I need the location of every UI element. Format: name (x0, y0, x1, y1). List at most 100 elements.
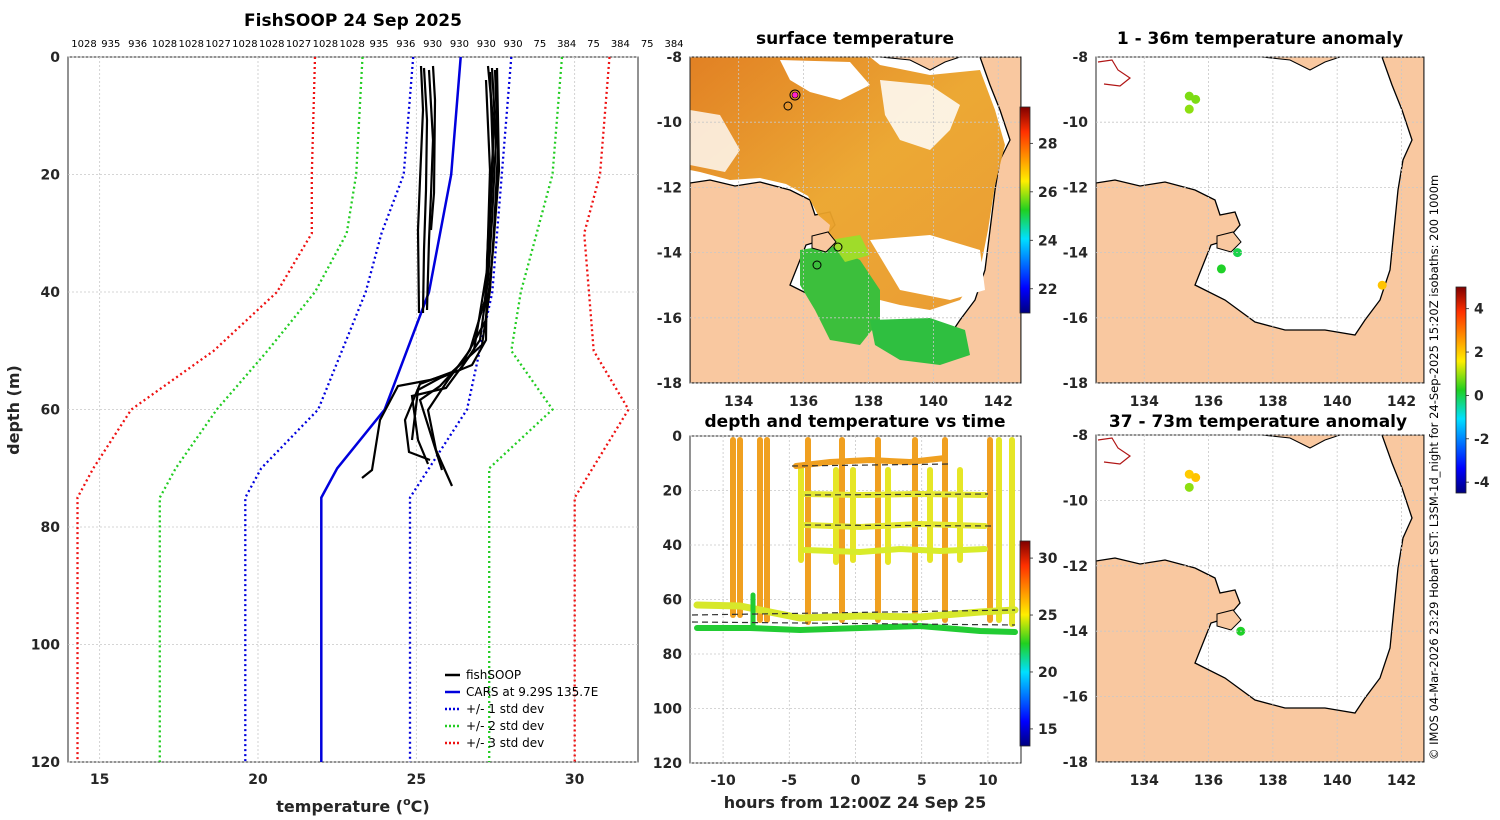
anom2-points (1184, 469, 1246, 636)
sst-gap (780, 60, 870, 100)
profile-line--2-std (158, 56, 364, 762)
top-id-label: 1027 (205, 39, 230, 50)
colorbar-label: 26 (1038, 185, 1057, 201)
top-id-label: 930 (504, 39, 523, 50)
depth-time-title: depth and temperature vs time (705, 412, 1006, 432)
map-ytick: -12 (1063, 559, 1088, 575)
map-xtick: 142 (1387, 773, 1416, 789)
depth-band (793, 455, 948, 469)
colorbar-label: 20 (1038, 665, 1058, 681)
sst-gap (690, 110, 740, 172)
top-id-label: 384 (611, 39, 630, 50)
colorbar-label: 24 (1038, 233, 1058, 249)
fishsoop-cast (429, 65, 437, 231)
top-id-label: 1028 (152, 39, 177, 50)
sst-land-north (879, 57, 961, 71)
profile-panel: FishSOOP 24 Sep 2025 1028 935 936 1028 1028 1… (4, 11, 684, 816)
anom2-isobath (1097, 437, 1132, 465)
top-id-label: 930 (477, 39, 496, 50)
top-id-label: 935 (101, 39, 120, 50)
anom1-land (1096, 57, 1424, 383)
profile-xlabel: temperature (oC) (276, 795, 429, 816)
map-xtick: 138 (1258, 773, 1287, 789)
depth-time-ytick: 120 (653, 756, 682, 772)
map-xtick: 142 (984, 394, 1013, 410)
anom1-land-north (1261, 57, 1341, 71)
map-ytick: -18 (657, 376, 682, 392)
ref-line (691, 609, 1016, 616)
colorbar-label: -4 (1474, 475, 1490, 491)
top-id-label: 75 (534, 39, 547, 50)
map-xtick: 136 (789, 394, 818, 410)
top-id-label: 935 (369, 39, 388, 50)
sst-colorbar (1019, 106, 1031, 314)
map-ytick: -14 (657, 246, 683, 262)
map-ytick: -8 (1072, 428, 1088, 444)
map-xtick: 138 (1258, 394, 1287, 410)
depth-time-panel: depth and temperature vs time (653, 412, 1058, 812)
anom1-title: 1 - 36m temperature anomaly (1117, 29, 1403, 49)
depth-band (802, 545, 988, 556)
depth-time-ytick: 40 (663, 538, 683, 554)
map-ytick: -12 (657, 180, 682, 196)
profile-xtick: 30 (565, 772, 585, 788)
sst-map-panel: surface temperature (657, 29, 1058, 410)
sst-vessel-position (791, 91, 799, 99)
anom1-point (1216, 264, 1226, 274)
legend-std1: +/- 1 std dev (466, 702, 544, 716)
anom1-point (1191, 94, 1201, 104)
map-xtick: 134 (1130, 773, 1159, 789)
fishsoop-cast (410, 79, 492, 465)
map-ytick: -14 (1063, 624, 1089, 640)
profile-line--3-std (76, 56, 317, 762)
colorbar-label: 25 (1038, 608, 1057, 624)
profile-ytick: 100 (31, 638, 60, 654)
depth-band (693, 601, 1019, 622)
colorbar-label: 28 (1038, 136, 1057, 152)
anom1-isobath (1097, 59, 1132, 87)
depth-time-xtick: -5 (782, 773, 798, 789)
anom2-land-north (1261, 435, 1341, 449)
profile-xtick: 20 (248, 772, 268, 788)
map-ytick: -8 (1072, 50, 1088, 66)
sst-cool-water-south (870, 318, 970, 365)
fishsoop-cast (416, 65, 425, 314)
profile-ytick: 60 (41, 403, 61, 419)
map-ytick: -16 (1063, 690, 1088, 706)
sst-gap (880, 80, 960, 150)
map-xtick: 134 (724, 394, 753, 410)
profile-ytick: 0 (50, 50, 60, 66)
top-id-label: 1028 (232, 39, 257, 50)
depth-time-xtick: 5 (917, 773, 927, 789)
map-xtick: 140 (1323, 773, 1352, 789)
map-ytick: -12 (1063, 180, 1088, 196)
anom2-point (1191, 473, 1201, 483)
colorbar-label: 15 (1038, 722, 1057, 738)
anomaly-shallow-panel: 1 - 36m temperature anomaly 134 136 138 140… (1063, 29, 1490, 494)
depth-time-ytick: 0 (672, 429, 682, 445)
ref-line (791, 463, 951, 467)
map-ytick: -10 (657, 115, 683, 131)
top-id-labels: 1028 935 936 1028 1028 1027 1028 1028 1027 1028 10… (71, 39, 683, 50)
top-id-label: 936 (128, 39, 147, 50)
top-id-label: 384 (664, 39, 683, 50)
anom1-point (1184, 104, 1194, 114)
top-id-label: 1028 (179, 39, 204, 50)
anom1-point (1377, 280, 1387, 290)
top-id-label: 75 (587, 39, 600, 50)
sst-title: surface temperature (756, 29, 954, 49)
profile-legend: fishSOOP CARS at 9.29S 135.7E +/- 1 std … (445, 668, 598, 750)
depth-time-ytick: 20 (663, 484, 683, 500)
side-caption: © IMOS 04-Mar-2026 23:29 Hobart SST: L3S… (1427, 175, 1441, 760)
fishsoop-cast (421, 67, 429, 314)
map-ytick: -8 (666, 50, 682, 66)
map-ytick: -18 (1063, 755, 1088, 771)
sst-vessel-marker (833, 242, 843, 252)
depth-time-xlabel: hours from 12:00Z 24 Sep 25 (724, 793, 986, 812)
map-ytick: -10 (1063, 115, 1089, 131)
depth-time-xtick: 10 (978, 773, 998, 789)
sst-vessel-marker (783, 101, 793, 111)
anom2-island (1216, 609, 1242, 631)
legend-std2: +/- 2 std dev (466, 719, 544, 733)
